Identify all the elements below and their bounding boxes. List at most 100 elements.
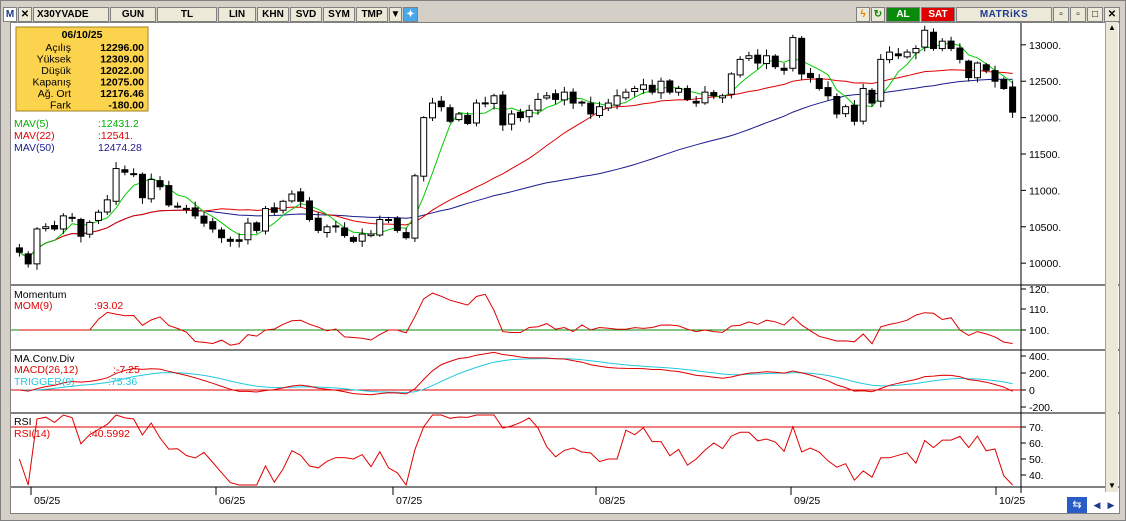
sync-icon[interactable]: ⇆ (1067, 497, 1087, 513)
indicator-tick-label: 60. (1029, 438, 1044, 450)
symbol-field[interactable]: X30YVADE (33, 7, 109, 22)
candle (472, 102, 480, 124)
candle (402, 232, 410, 239)
brand-label: MATRiKS (956, 7, 1052, 22)
info-label: Açılış (45, 42, 71, 54)
indicator-tick-label: 100. (1029, 325, 1049, 337)
candle (938, 40, 946, 50)
candle (745, 55, 753, 59)
candle (68, 216, 76, 219)
sell-button[interactable]: SAT (921, 7, 955, 22)
info-value: 12296.00 (100, 42, 144, 54)
candle (393, 217, 401, 231)
date-tick-label: 05/25 (34, 495, 60, 507)
restore-icon[interactable]: ▫ (1070, 7, 1086, 22)
candle (903, 51, 911, 58)
candle (894, 53, 902, 57)
candle (850, 104, 858, 122)
candle (569, 91, 577, 104)
mav5-line (19, 42, 1013, 259)
chart-type-line-button[interactable]: LIN (218, 7, 256, 22)
candle (587, 102, 595, 115)
candle (77, 218, 85, 237)
candle (130, 173, 138, 176)
candle (886, 51, 894, 61)
dropdown-arrow-icon[interactable]: ▼ (389, 7, 402, 22)
candle (314, 217, 322, 231)
tmp-button[interactable]: TMP (356, 7, 388, 22)
candle (639, 84, 647, 90)
macd-series-name: MACD(26,12) (14, 364, 78, 376)
candle (24, 253, 32, 265)
candle (103, 199, 111, 213)
candle (341, 227, 349, 237)
window-close-icon[interactable]: ✕ (1104, 7, 1120, 22)
indicator-tick-label: -200. (1029, 402, 1053, 414)
mav5-legend-name: MAV(5) (14, 118, 49, 130)
price-tick-label: 11000. (1029, 185, 1060, 197)
candle (305, 200, 313, 220)
candle (51, 225, 59, 230)
candle (367, 233, 375, 237)
candle (727, 73, 735, 95)
info-label: Fark (50, 100, 72, 112)
candle (270, 207, 278, 213)
indicator-tick-label: 110. (1029, 304, 1049, 316)
info-label: Kapanış (32, 77, 71, 89)
candle (815, 78, 823, 89)
candle (692, 100, 700, 104)
candle (675, 88, 683, 93)
candle (332, 225, 340, 228)
candle (991, 70, 999, 82)
maximize-icon[interactable]: □ (1087, 7, 1103, 22)
buy-button[interactable]: AL (886, 7, 920, 22)
candle (165, 185, 173, 206)
candle (982, 64, 990, 71)
svd-button[interactable]: SVD (290, 7, 322, 22)
refresh-icon[interactable]: ↻ (871, 7, 885, 22)
price-tick-label: 12000. (1029, 113, 1061, 125)
price-tick-label: 10500. (1029, 222, 1061, 234)
candle (516, 111, 524, 119)
khn-button[interactable]: KHN (257, 7, 289, 22)
candle (710, 92, 718, 97)
currency-selector[interactable]: TL (157, 7, 217, 22)
period-selector[interactable]: GUN (110, 7, 156, 22)
price-tick-label: 12500. (1029, 76, 1061, 88)
rsi-line (18, 414, 1013, 487)
mav22-legend-name: MAV(22) (14, 130, 55, 142)
candle (806, 72, 814, 79)
candle (763, 55, 770, 65)
matriks-m-logo[interactable]: M (3, 7, 17, 22)
indicator-tick-label: 120. (1029, 284, 1049, 296)
lightning-icon[interactable]: ϟ (856, 7, 870, 22)
candle (921, 29, 929, 48)
date-tick-label: 08/25 (599, 495, 625, 507)
candle (235, 239, 243, 242)
candle (86, 221, 94, 235)
candle (297, 191, 305, 202)
candle (973, 62, 981, 79)
twitter-icon[interactable]: ✦ (403, 7, 418, 22)
mav22-legend-value: :12541. (98, 130, 133, 142)
candle (323, 226, 331, 233)
candle (965, 60, 973, 79)
candle (226, 238, 234, 242)
sym-button[interactable]: SYM (323, 7, 355, 22)
chart-area[interactable]: 13000. 12500. 12000. 11500. 11000. 10500. 1000… (10, 22, 1121, 514)
candle (666, 80, 674, 93)
chart-svg[interactable]: 13000. 12500. 12000. 11500. 11000. 10500. 1000… (11, 23, 1121, 513)
date-tick-label: 09/25 (794, 495, 820, 507)
price-tick-label: 10000. (1029, 258, 1061, 270)
scroll-left-icon[interactable]: ◀ (1093, 500, 1101, 510)
price-tick-label: 13000. (1029, 40, 1061, 52)
scroll-down-icon[interactable]: ▼ (1108, 481, 1116, 490)
vertical-scrollbar[interactable]: ▲ ▼ (1105, 22, 1118, 492)
candle (780, 67, 788, 71)
candle (244, 222, 252, 241)
scroll-up-icon[interactable]: ▲ (1108, 23, 1116, 32)
scroll-right-icon[interactable]: ▶ (1107, 500, 1115, 510)
close-icon[interactable]: ✕ (18, 7, 32, 22)
minimize-icon[interactable]: ▫ (1053, 7, 1069, 22)
info-label: Yüksek (37, 54, 72, 66)
